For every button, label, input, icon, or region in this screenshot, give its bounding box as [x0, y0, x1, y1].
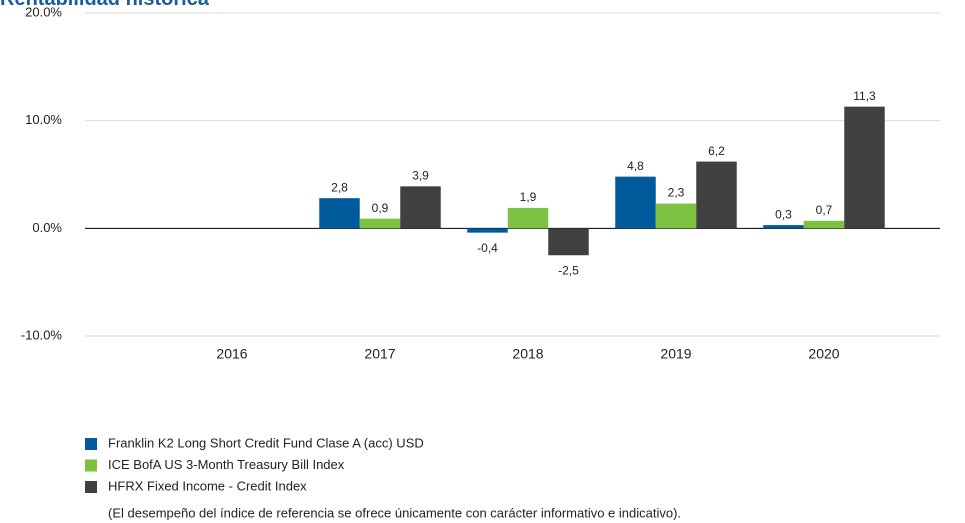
bar	[400, 186, 441, 229]
y-tick-label: 10.0%	[25, 112, 62, 127]
legend-label: Franklin K2 Long Short Credit Fund Clase…	[108, 435, 424, 450]
bar	[319, 198, 360, 229]
bar	[548, 228, 589, 256]
data-label: 2,8	[331, 180, 348, 194]
legend-label: ICE BofA US 3-Month Treasury Bill Index	[108, 457, 345, 472]
data-label: 11,3	[853, 89, 876, 103]
x-tick-label: 2019	[660, 346, 691, 362]
y-tick-label: 0.0%	[32, 220, 62, 235]
data-label: 0,3	[775, 207, 792, 221]
bar	[696, 161, 737, 229]
legend-swatch	[85, 459, 97, 472]
x-tick-label: 2017	[364, 346, 395, 362]
y-tick-label: -10.0%	[21, 327, 63, 342]
bar	[655, 203, 697, 229]
data-label: -0,4	[477, 241, 498, 255]
x-tick-label: 2016	[216, 346, 247, 362]
bar	[844, 106, 885, 229]
bar	[467, 228, 508, 233]
bar	[507, 207, 549, 229]
legend-swatch	[85, 438, 97, 450]
data-label: 0,9	[372, 201, 389, 215]
x-tick-label: 2018	[512, 346, 543, 362]
bar	[803, 220, 845, 229]
bar	[763, 225, 804, 229]
data-label: -2,5	[558, 263, 579, 277]
data-label: 2,3	[668, 186, 685, 200]
chart-title: Rentabilidad histórica	[0, 0, 210, 10]
y-tick-label: 20.0%	[25, 4, 62, 19]
data-label: 3,9	[412, 169, 429, 183]
data-label: 6,2	[708, 144, 725, 158]
bar	[615, 176, 656, 229]
data-label: 1,9	[520, 190, 537, 204]
legend-swatch	[85, 481, 97, 493]
data-label: 0,7	[816, 203, 833, 217]
footnote: (El desempeño del índice de referencia s…	[108, 505, 681, 520]
x-tick-label: 2020	[808, 346, 839, 362]
legend-label: HFRX Fixed Income - Credit Index	[108, 478, 307, 493]
bar	[359, 218, 401, 229]
data-label: 4,8	[627, 159, 644, 173]
